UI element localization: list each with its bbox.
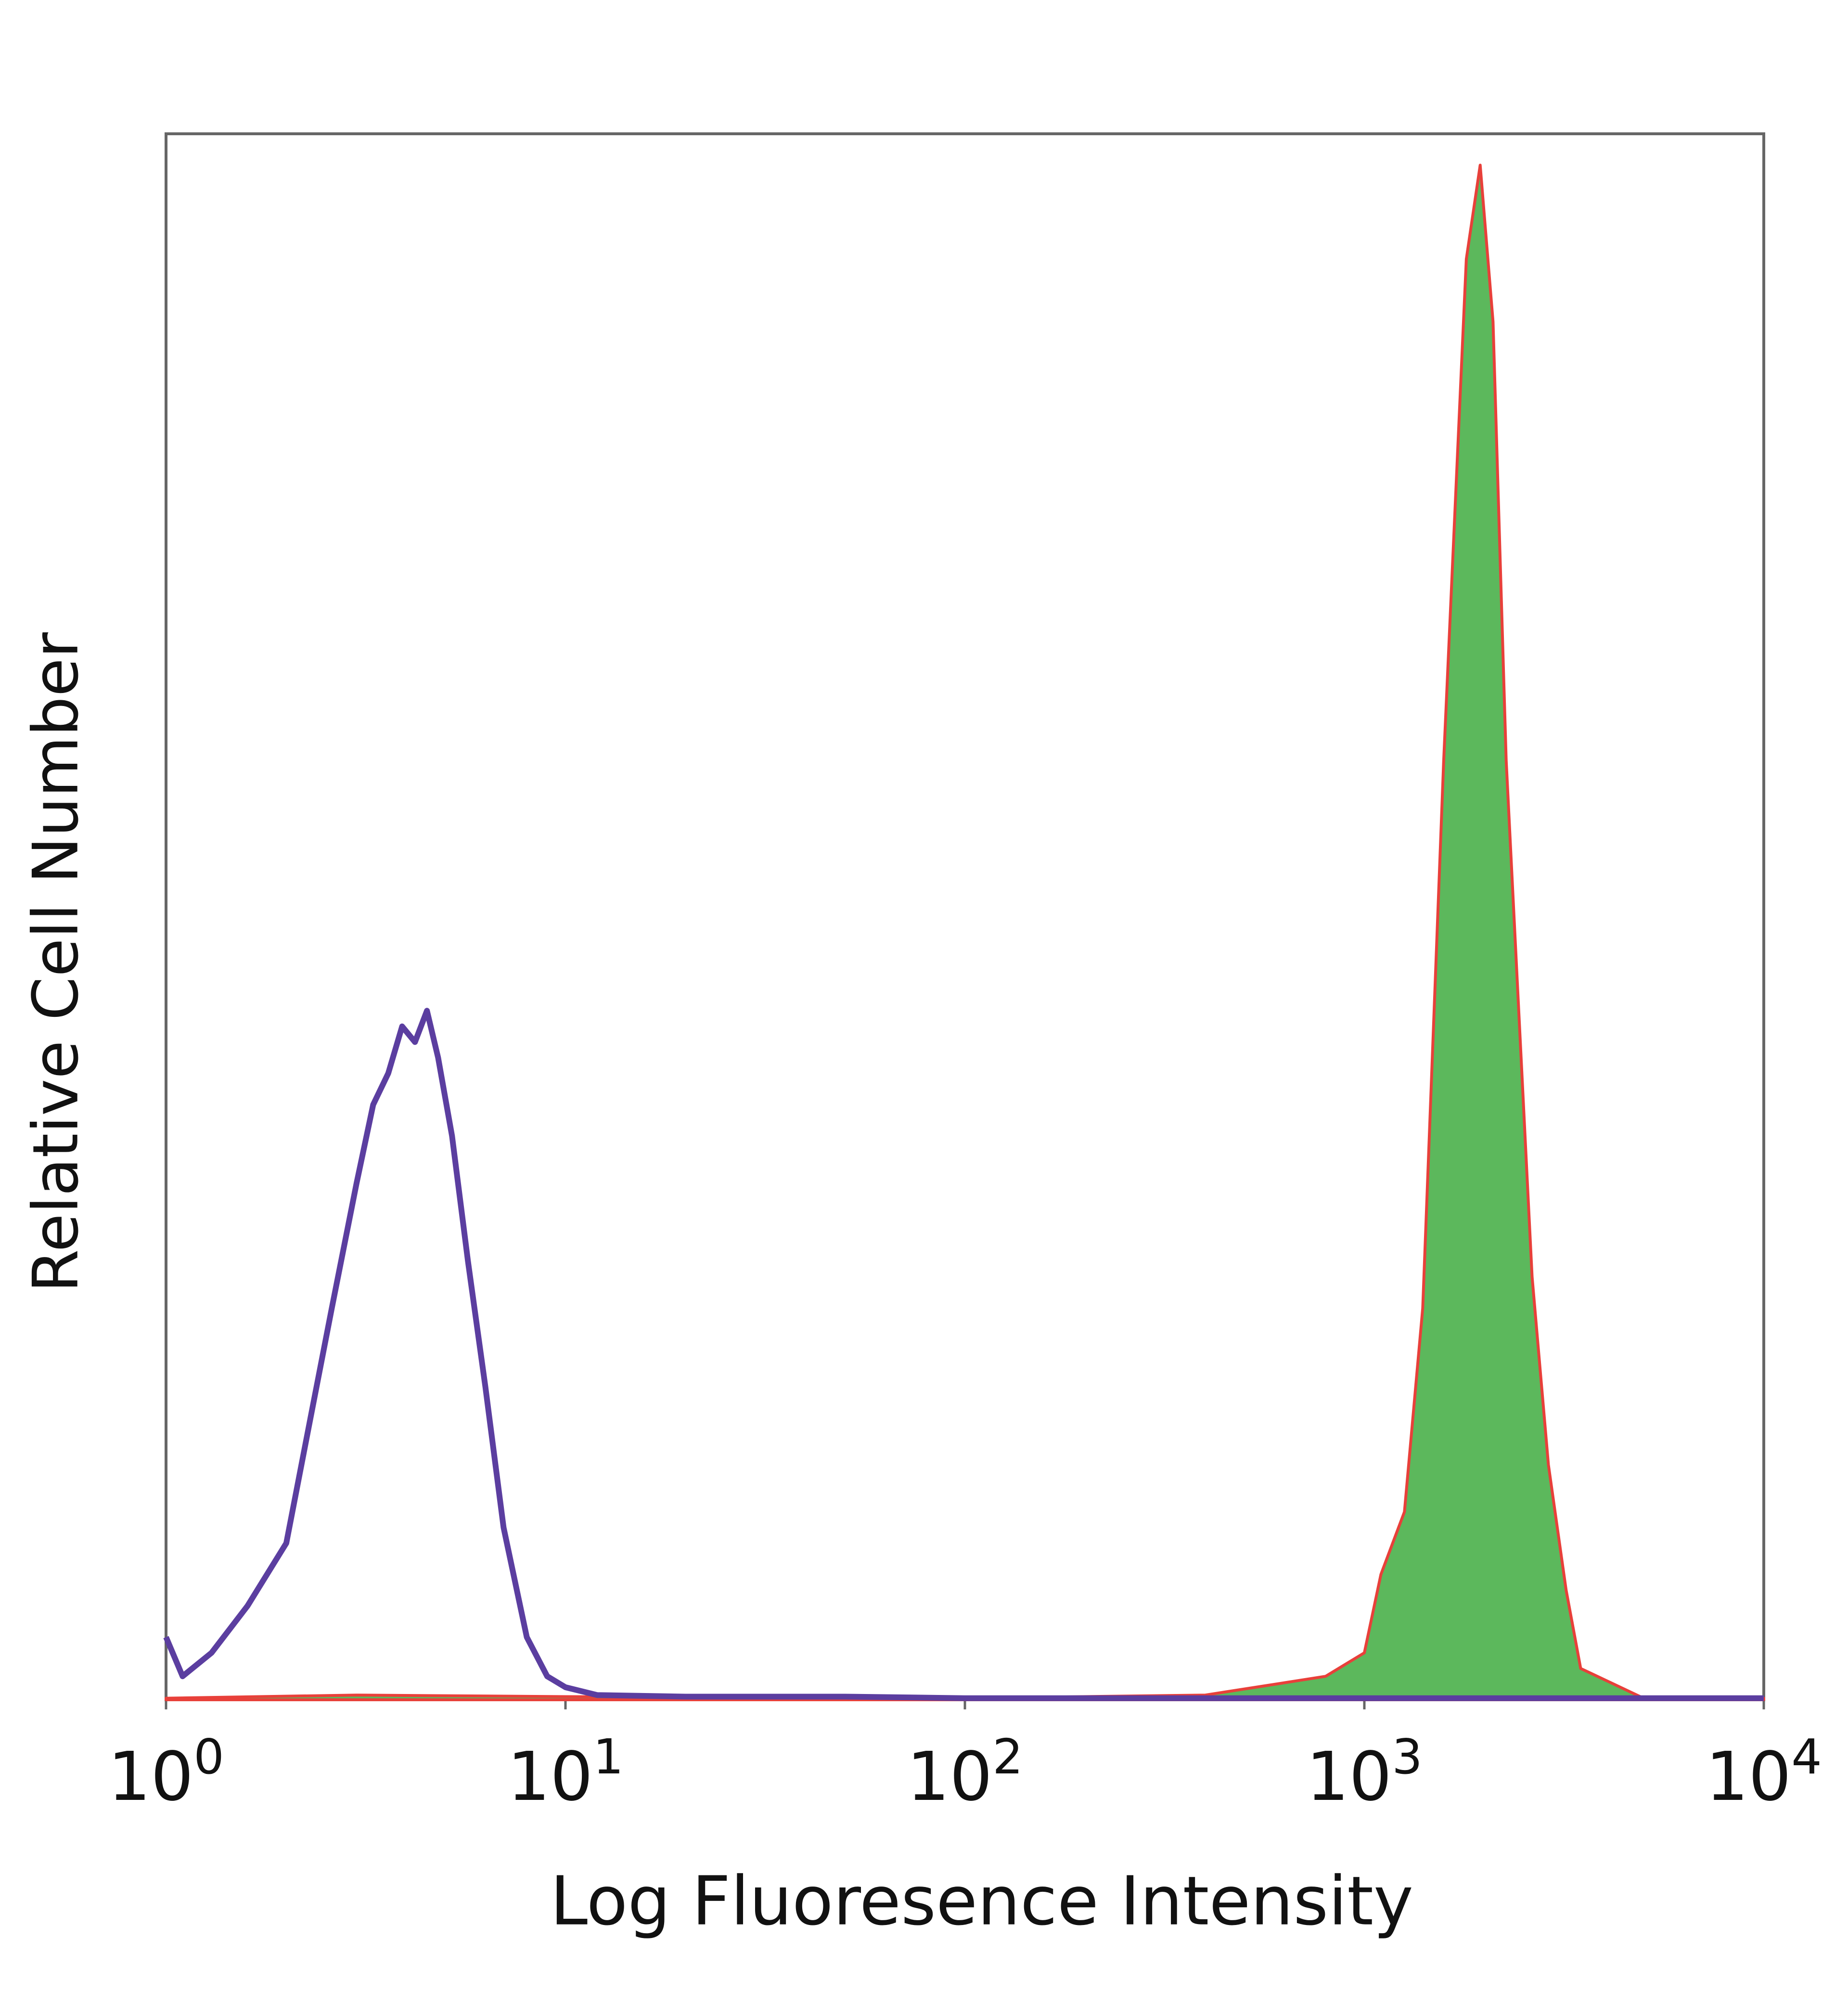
histogram-area (165, 164, 1765, 1701)
y-axis-label: Relative Cell Number (19, 632, 92, 1293)
x-tick-label: 103 (1306, 1729, 1423, 1816)
x-tick-label: 102 (907, 1729, 1023, 1816)
x-tick-label: 101 (507, 1729, 624, 1816)
x-tick-power: 0 (193, 1729, 224, 1785)
x-tick-base: 10 (507, 1738, 593, 1816)
x-tick-label: 104 (1706, 1729, 1822, 1816)
histogram-line (163, 1008, 1764, 1701)
x-tick-base: 10 (108, 1738, 193, 1816)
x-tick-power: 2 (992, 1729, 1023, 1785)
x-tick-base: 10 (1306, 1738, 1392, 1816)
x-tick-power: 4 (1791, 1729, 1822, 1785)
x-tick-base: 10 (1706, 1738, 1791, 1816)
x-tick-power: 3 (1392, 1729, 1423, 1785)
x-tick-label: 100 (108, 1729, 224, 1816)
x-tick-power: 1 (593, 1729, 624, 1785)
x-tick-base: 10 (907, 1738, 992, 1816)
x-axis-label: Log Fluoresence Intensity (550, 1862, 1413, 1941)
